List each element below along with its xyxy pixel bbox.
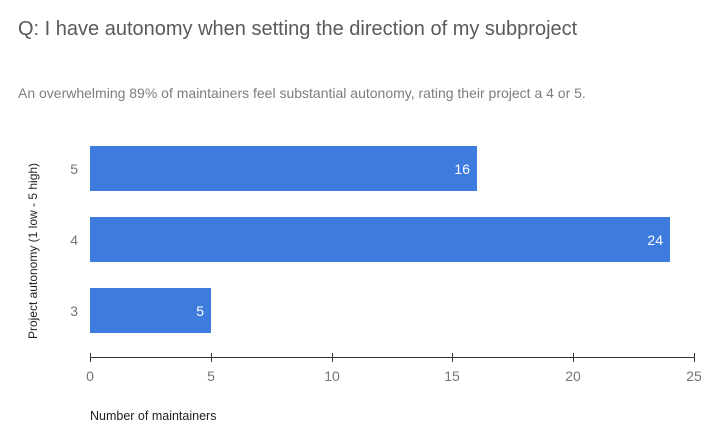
chart-title: Q: I have autonomy when setting the dire… — [18, 18, 578, 40]
x-axis-tick-label: 15 — [444, 368, 460, 384]
x-axis-tick — [694, 353, 695, 362]
y-category-label: 3 — [70, 303, 78, 319]
bar: 5 — [90, 288, 211, 333]
x-axis-tick — [332, 353, 333, 362]
bar: 24 — [90, 217, 670, 262]
x-axis-tick — [90, 353, 91, 362]
x-axis-tick-label: 10 — [324, 368, 340, 384]
y-category-label: 5 — [70, 161, 78, 177]
bar-value-label: 24 — [647, 231, 663, 248]
x-axis-tick-label: 0 — [86, 368, 94, 384]
x-axis-tick-label: 20 — [565, 368, 581, 384]
bar-value-label: 5 — [196, 302, 204, 319]
x-axis-line — [90, 357, 695, 358]
x-axis-tick-label: 25 — [686, 368, 702, 384]
x-axis-title: Number of maintainers — [90, 409, 217, 423]
bar-value-label: 16 — [454, 160, 470, 177]
y-category-label: 4 — [70, 232, 78, 248]
x-axis-tick — [452, 353, 453, 362]
x-axis-tick-label: 5 — [207, 368, 215, 384]
chart-subtitle: An overwhelming 89% of maintainers feel … — [18, 85, 586, 101]
x-axis-tick — [573, 353, 574, 362]
x-axis-tick — [211, 353, 212, 362]
bar: 16 — [90, 146, 477, 191]
